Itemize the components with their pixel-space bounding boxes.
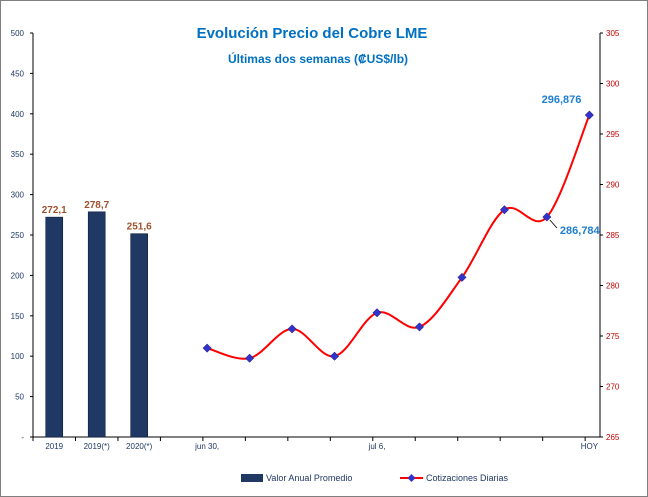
line-point-marker [499,205,509,215]
callout-label: 296,876 [542,94,582,106]
line-point-marker [329,351,340,361]
line-point-marker [202,343,212,353]
right-axis-tick-label: 265 [606,433,620,442]
bar-value-label: 272,1 [42,205,67,216]
left-axis-tick-label: 450 [11,69,25,78]
line-x-tick-label: jun 30, [194,442,219,451]
line-point-marker [584,110,594,120]
right-axis-tick-label: 295 [606,130,620,139]
right-axis-tick-label: 275 [606,332,620,341]
line-point-marker [245,353,255,363]
left-axis-tick-label: 400 [11,110,25,119]
left-axis-tick-label: 300 [11,191,25,200]
left-axis-tick-label: 200 [11,271,25,280]
right-axis-tick-label: 280 [606,282,620,291]
legend-line-label: Cotizaciones Diarias [426,473,509,483]
left-axis-tick-label: 100 [11,352,25,361]
callout-leader-line [549,219,558,229]
right-axis-tick-label: 270 [606,383,620,392]
legend-bar-label: Valor Anual Promedio [266,473,352,483]
bar-value-label: 278,7 [84,200,109,211]
left-axis-tick-label: 150 [11,312,25,321]
bar-category-label: 2020(*) [126,442,153,451]
left-axis-tick-label: 350 [11,150,25,159]
bar [87,211,106,438]
legend-bar-swatch [241,474,263,482]
line-point-marker [542,212,552,222]
left-axis-tick-label: - [21,433,24,442]
bar [45,216,64,438]
left-axis-tick-label: 500 [11,29,25,38]
legend-line-marker [407,474,416,482]
bar-category-label: 2019(*) [84,442,111,451]
line-x-tick-label: jul 6, [368,442,386,451]
line-point-marker [372,308,382,318]
bar-value-label: 251,6 [127,222,152,233]
bar-category-label: 2019 [45,442,63,451]
right-axis-tick-label: 305 [606,29,620,38]
line-series-path [206,114,591,360]
right-axis-tick-label: 290 [606,181,620,190]
line-point-marker [287,324,297,334]
line-x-tick-label: HOY [581,442,599,451]
right-axis-tick-label: 285 [606,231,620,240]
bar [130,233,148,438]
callout-label: 286,784 [560,225,601,237]
line-point-marker [414,322,425,332]
line-point-marker [457,272,467,282]
right-axis-tick-label: 300 [606,80,620,89]
left-axis-tick-label: 250 [11,231,25,240]
chart-subtitle: Últimas dos semanas (₡US$/lb) [228,51,408,66]
chart-title: Evolución Precio del Cobre LME [197,25,428,42]
left-axis-tick-label: 50 [15,393,24,402]
